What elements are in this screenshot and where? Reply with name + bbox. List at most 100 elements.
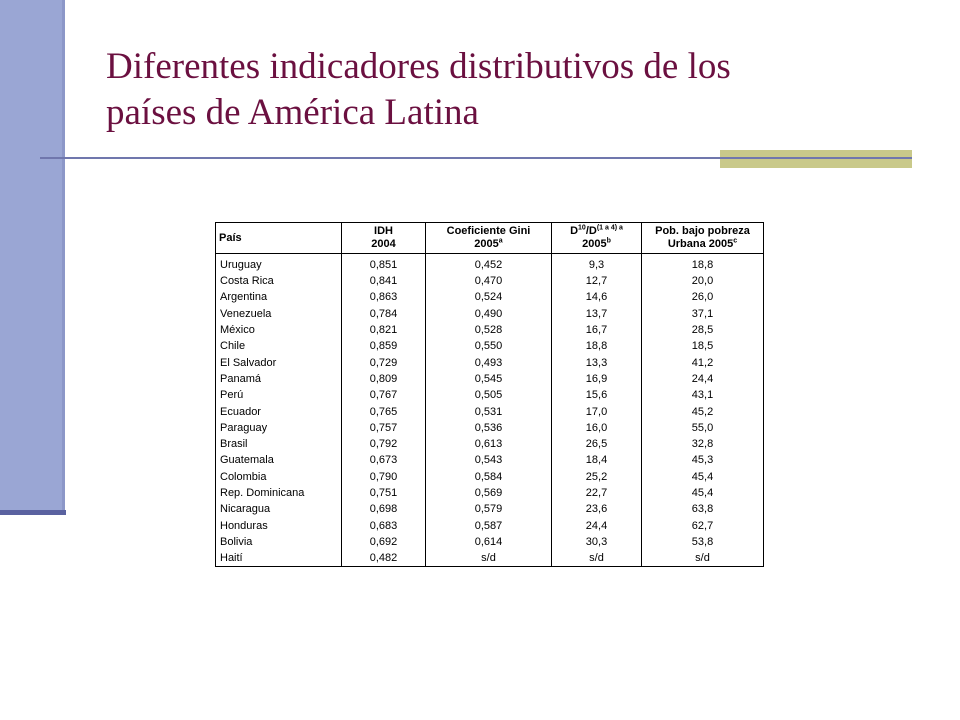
cell-gini: 0,543 <box>425 452 552 469</box>
cell-gini: 0,569 <box>425 484 552 502</box>
cell-idh: 0,784 <box>341 305 426 322</box>
cell-idh: 0,790 <box>341 468 426 485</box>
cell-gini: 0,470 <box>425 273 552 290</box>
cell-poverty: 43,1 <box>641 387 764 404</box>
cell-poverty: 37,1 <box>641 305 764 322</box>
indicators-table-container: País IDH 2004 Coeficiente Gini 2005a D10… <box>215 222 764 568</box>
cell-gini: 0,452 <box>425 253 552 273</box>
cell-decile-ratio: 22,7 <box>551 484 642 502</box>
header-decile-slash-d: /D <box>585 225 597 237</box>
table-row: Argentina 0,863 0,524 14,6 26,0 <box>215 289 764 306</box>
cell-country: Chile <box>215 338 342 355</box>
cell-country: Rep. Dominicana <box>215 484 342 502</box>
cell-gini: 0,614 <box>425 533 552 551</box>
cell-decile-ratio: 17,0 <box>551 403 642 420</box>
cell-gini: 0,579 <box>425 501 552 518</box>
cell-decile-ratio: 18,4 <box>551 452 642 469</box>
cell-poverty: 62,7 <box>641 517 764 534</box>
cell-idh: 0,851 <box>341 253 426 273</box>
cell-idh: 0,767 <box>341 387 426 404</box>
cell-country: El Salvador <box>215 354 342 371</box>
left-accent-bar-shadow <box>0 510 66 515</box>
slide-title-line-1: Diferentes indicadores distributivos de … <box>106 46 731 87</box>
cell-poverty: 55,0 <box>641 419 764 436</box>
cell-gini: 0,584 <box>425 468 552 485</box>
cell-decile-ratio: 9,3 <box>551 253 642 273</box>
cell-decile-ratio: 30,3 <box>551 533 642 551</box>
cell-poverty: 28,5 <box>641 321 764 339</box>
table-row: Brasil 0,792 0,613 26,5 32,8 <box>215 435 764 453</box>
cell-idh: 0,729 <box>341 354 426 371</box>
slide-title: Diferentes indicadores distributivos de … <box>106 44 906 136</box>
cell-idh: 0,859 <box>341 338 426 355</box>
table-row: Chile 0,859 0,550 18,8 18,5 <box>215 338 764 355</box>
cell-country: Bolivia <box>215 533 342 551</box>
header-country-label: País <box>219 231 242 244</box>
cell-country: Colombia <box>215 468 342 485</box>
cell-gini: 0,528 <box>425 321 552 339</box>
cell-poverty: s/d <box>641 550 764 568</box>
cell-decile-ratio: s/d <box>551 550 642 568</box>
cell-country: Venezuela <box>215 305 342 322</box>
left-accent-bar <box>0 0 64 512</box>
cell-decile-ratio: 13,3 <box>551 354 642 371</box>
cell-gini: 0,545 <box>425 370 552 388</box>
table-row: Rep. Dominicana 0,751 0,569 22,7 45,4 <box>215 484 764 502</box>
table-body: Uruguay 0,851 0,452 9,3 18,8 Costa Rica 0,841 0… <box>215 253 764 568</box>
cell-country: Brasil <box>215 435 342 453</box>
cell-poverty: 45,3 <box>641 452 764 469</box>
table-row: Venezuela 0,784 0,490 13,7 37,1 <box>215 305 764 322</box>
header-decile-sup-10: 10 <box>578 224 586 232</box>
cell-gini: 0,613 <box>425 435 552 453</box>
cell-country: Panamá <box>215 370 342 388</box>
table-row: El Salvador 0,729 0,493 13,3 41,2 <box>215 354 764 371</box>
cell-gini: 0,490 <box>425 305 552 322</box>
left-accent-bar-edge <box>62 0 65 515</box>
cell-idh: 0,809 <box>341 370 426 388</box>
cell-poverty: 41,2 <box>641 354 764 371</box>
cell-decile-ratio: 13,7 <box>551 305 642 322</box>
cell-gini: 0,524 <box>425 289 552 306</box>
cell-poverty: 26,0 <box>641 289 764 306</box>
table-row: Nicaragua 0,698 0,579 23,6 63,8 <box>215 501 764 518</box>
cell-idh: 0,683 <box>341 517 426 534</box>
slide-title-line-2: países de América Latina <box>106 92 479 133</box>
table-row: Colombia 0,790 0,584 25,2 45,4 <box>215 468 764 485</box>
header-poverty-line-2: Urbana 2005 <box>667 238 734 250</box>
header-idh: IDH 2004 <box>341 222 426 254</box>
cell-poverty: 45,4 <box>641 484 764 502</box>
table-row: Haití 0,482 s/d s/d s/d <box>215 550 764 568</box>
cell-country: Uruguay <box>215 253 342 273</box>
table-row: Bolivia 0,692 0,614 30,3 53,8 <box>215 533 764 551</box>
table-row: Guatemala 0,673 0,543 18,4 45,3 <box>215 452 764 469</box>
cell-country: Guatemala <box>215 452 342 469</box>
table-row: Panamá 0,809 0,545 16,9 24,4 <box>215 370 764 388</box>
header-gini-line-1: Coeficiente Gini <box>446 225 531 237</box>
header-decile-d: D <box>570 225 579 237</box>
cell-idh: 0,821 <box>341 321 426 339</box>
cell-gini: 0,505 <box>425 387 552 404</box>
cell-poverty: 32,8 <box>641 435 764 453</box>
cell-idh: 0,841 <box>341 273 426 290</box>
cell-idh: 0,751 <box>341 484 426 502</box>
cell-country: Argentina <box>215 289 342 306</box>
header-gini-footnote: a <box>498 237 503 245</box>
cell-country: Ecuador <box>215 403 342 420</box>
indicators-table: País IDH 2004 Coeficiente Gini 2005a D10… <box>215 222 764 568</box>
cell-gini: 0,587 <box>425 517 552 534</box>
header-gini: Coeficiente Gini 2005a <box>425 222 552 254</box>
table-row: Uruguay 0,851 0,452 9,3 18,8 <box>215 253 764 273</box>
cell-country: Paraguay <box>215 419 342 436</box>
cell-poverty: 45,2 <box>641 403 764 420</box>
cell-idh: 0,692 <box>341 533 426 551</box>
cell-idh: 0,757 <box>341 419 426 436</box>
cell-idh: 0,765 <box>341 403 426 420</box>
cell-decile-ratio: 25,2 <box>551 468 642 485</box>
title-divider-accent <box>720 150 912 168</box>
table-row: Perú 0,767 0,505 15,6 43,1 <box>215 387 764 404</box>
header-decile-ratio: D10/D(1 a 4) a 2005b <box>551 222 642 254</box>
header-decile-sup-range: (1 a 4) a <box>596 224 623 232</box>
header-poverty-line-1: Pob. bajo pobreza <box>655 225 750 237</box>
cell-decile-ratio: 15,6 <box>551 387 642 404</box>
cell-poverty: 20,0 <box>641 273 764 290</box>
